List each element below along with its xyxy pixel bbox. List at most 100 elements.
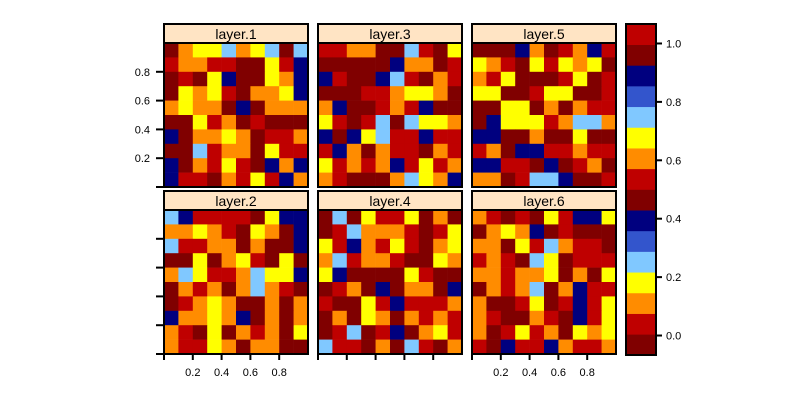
heatmap-cell — [236, 296, 251, 312]
heatmap-cell — [404, 224, 420, 240]
heatmap-cell — [529, 253, 545, 268]
heatmap-cell — [500, 224, 516, 240]
heatmap-cell — [346, 267, 362, 283]
heatmap-cell — [236, 282, 251, 297]
heatmap-cell — [572, 296, 588, 312]
heatmap-cell — [544, 210, 559, 225]
heatmap-cell — [332, 143, 348, 159]
heatmap-cell — [544, 339, 559, 355]
heatmap-cell — [164, 325, 179, 340]
heatmap-cell — [486, 282, 502, 297]
heatmap-cell — [164, 71, 179, 87]
heatmap-cell — [418, 86, 434, 101]
heatmap-cell — [558, 339, 574, 355]
heatmap-cell — [390, 143, 405, 159]
heatmap-cell — [572, 224, 588, 240]
heatmap-cell — [404, 267, 420, 283]
colorbar-segment — [626, 210, 656, 232]
heatmap-cell — [418, 238, 434, 254]
heatmap-cell — [221, 143, 237, 159]
heatmap-cell — [164, 282, 179, 297]
panel-layer-3: layer.3 — [317, 23, 463, 188]
heatmap-cell — [447, 158, 463, 173]
heatmap-cell — [500, 325, 516, 340]
heatmap-cell — [318, 267, 333, 283]
heatmap-cell — [486, 86, 502, 101]
heatmap-cell — [361, 143, 376, 159]
heatmap-cell — [375, 224, 391, 240]
x-tick-label: 0.2 — [493, 367, 508, 379]
heatmap-cell — [236, 115, 251, 130]
heatmap-cell — [486, 158, 502, 173]
heatmap-cell — [472, 86, 487, 101]
heatmap-cell — [486, 296, 502, 312]
heatmap-cell — [404, 339, 420, 355]
heatmap-cell — [293, 43, 309, 58]
heatmap-cell — [390, 325, 405, 340]
colorbar-tick-label: 0.4 — [666, 214, 681, 226]
heatmap-cell — [164, 43, 179, 58]
heatmap-cell — [447, 310, 463, 326]
heatmap-cell — [529, 238, 545, 254]
heatmap-cell — [529, 310, 545, 326]
heatmap-cell — [264, 57, 280, 73]
heatmap-cell — [558, 100, 574, 116]
colorbar-tick-label: 0.8 — [666, 97, 681, 109]
heatmap-cell — [515, 325, 530, 340]
heatmap-cell — [207, 143, 222, 159]
heatmap-cell — [433, 282, 448, 297]
heatmap-cell — [558, 310, 574, 326]
heatmap-cell — [279, 238, 294, 254]
colorbar-segment — [626, 189, 656, 211]
heatmap-cell — [587, 158, 602, 173]
panel-border — [471, 209, 617, 355]
heatmap-cell — [207, 129, 222, 145]
heatmap-cell — [587, 339, 602, 355]
heatmap-cell — [236, 100, 251, 116]
heatmap-cell — [318, 158, 333, 173]
colorbar-tick-label: 0.2 — [666, 272, 681, 284]
heatmap-cell — [375, 57, 391, 73]
heatmap-cell — [164, 339, 179, 355]
heatmap-cell — [279, 115, 294, 130]
heatmap-cell — [346, 115, 362, 130]
heatmap-cell — [221, 282, 237, 297]
heatmap-cell — [515, 43, 530, 58]
heatmap-cell — [375, 310, 391, 326]
heatmap-cell — [601, 282, 617, 297]
heatmap-cell — [390, 339, 405, 355]
heatmap-cell — [447, 339, 463, 355]
heatmap-cell — [318, 282, 333, 297]
heatmap-cell — [418, 57, 434, 73]
heatmap-cell — [279, 310, 294, 326]
heatmap-cell — [404, 71, 420, 87]
heatmap-cell — [418, 71, 434, 87]
heatmap-cell — [207, 310, 222, 326]
heatmap-cell — [192, 129, 208, 145]
heatmap-cell — [264, 267, 280, 283]
heatmap-cell — [279, 100, 294, 116]
heatmap-cell — [332, 253, 348, 268]
heatmap-cell — [264, 143, 280, 159]
heatmap-cell — [236, 43, 251, 58]
heatmap-cell — [178, 158, 194, 173]
heatmap-cell — [390, 57, 405, 73]
heatmap-cell — [332, 71, 348, 87]
heatmap-cell — [447, 71, 463, 87]
heatmap-cell — [318, 43, 333, 58]
heatmap-cell — [500, 210, 516, 225]
panel-layer-4: layer.4 — [317, 190, 463, 360]
heatmap-cell — [264, 296, 280, 312]
heatmap-cell — [472, 310, 487, 326]
heatmap-cell — [601, 129, 617, 145]
heatmap-cell — [515, 310, 530, 326]
heatmap-cell — [529, 100, 545, 116]
heatmap-cell — [515, 296, 530, 312]
heatmap-cell — [221, 100, 237, 116]
heatmap-cell — [558, 158, 574, 173]
heatmap-cell — [279, 158, 294, 173]
heatmap-cell — [164, 129, 179, 145]
heatmap-cell — [433, 100, 448, 116]
heatmap-cell — [558, 224, 574, 240]
